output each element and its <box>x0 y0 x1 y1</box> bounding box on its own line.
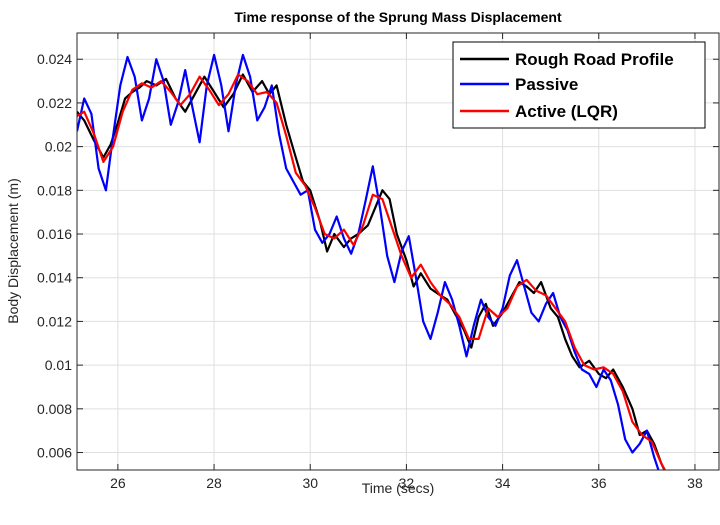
x-tick-label: 36 <box>591 475 607 491</box>
series-passive <box>77 53 660 470</box>
y-tick-label: 0.014 <box>37 270 72 286</box>
y-tick-label: 0.016 <box>37 226 72 242</box>
y-axis-label: Body Displacement (m) <box>5 178 21 324</box>
x-tick-label: 34 <box>495 475 511 491</box>
y-tick-label: 0.022 <box>37 95 72 111</box>
y-tick-label: 0.02 <box>45 139 72 155</box>
y-tick-labels: 0.006 0.008 0.01 0.012 0.014 0.016 0.018 0.02 0.… <box>37 51 72 460</box>
x-axis-label: Time (secs) <box>362 480 435 496</box>
y-tick-label: 0.018 <box>37 182 72 198</box>
legend-label-active-lqr: Active (LQR) <box>515 102 618 121</box>
plot-frame <box>76 32 720 471</box>
legend-label-passive: Passive <box>515 75 578 94</box>
x-tick-labels: 26 28 30 32 34 36 38 <box>110 475 703 491</box>
x-tick-label: 26 <box>110 475 126 491</box>
legend-label-rough-road: Rough Road Profile <box>515 50 674 69</box>
x-tick-label: 38 <box>687 475 703 491</box>
legend: Rough Road Profile Passive Active (LQR) <box>452 41 706 129</box>
y-tick-label: 0.024 <box>37 51 72 67</box>
y-tick-label: 0.012 <box>37 313 72 329</box>
chart-title: Time response of the Sprung Mass Displac… <box>234 9 562 25</box>
y-tick-label: 0.006 <box>37 445 72 461</box>
series-lines <box>77 53 667 470</box>
y-tick-label: 0.01 <box>45 357 72 373</box>
y-tick-label: 0.008 <box>37 401 72 417</box>
series-active-lqr <box>77 73 667 470</box>
tick-marks <box>77 33 719 470</box>
x-tick-label: 30 <box>302 475 318 491</box>
x-tick-label: 32 <box>399 475 415 491</box>
x-tick-label: 28 <box>206 475 222 491</box>
grid-lines <box>77 33 719 470</box>
